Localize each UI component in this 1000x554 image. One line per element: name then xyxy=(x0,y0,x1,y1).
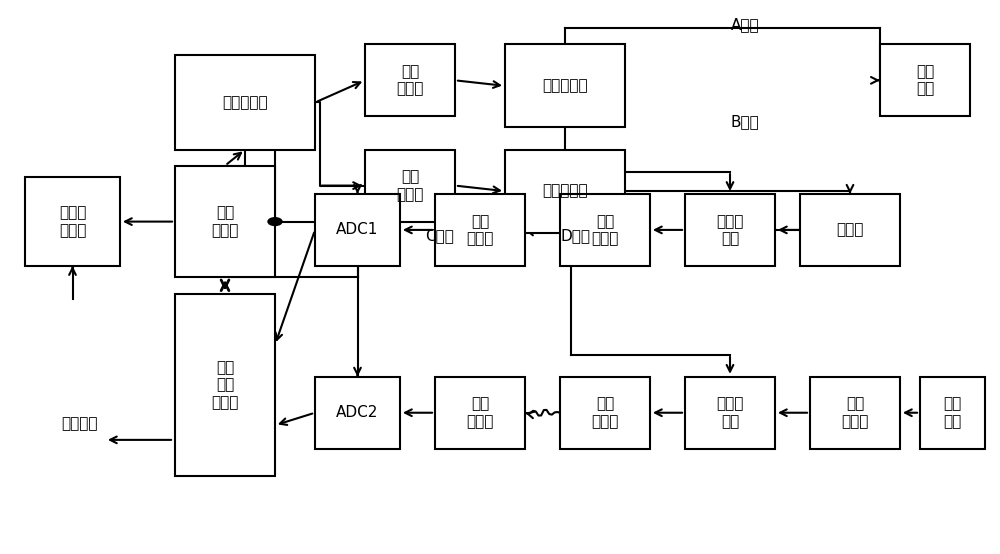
Text: C信号: C信号 xyxy=(426,228,454,243)
Bar xyxy=(315,194,400,266)
Text: 第二混
频器: 第二混 频器 xyxy=(716,397,744,429)
Text: ADC1: ADC1 xyxy=(336,222,379,238)
Bar xyxy=(920,377,985,449)
Bar xyxy=(25,177,120,266)
Bar xyxy=(800,194,900,266)
Text: 第二功分器: 第二功分器 xyxy=(542,183,588,199)
Text: 第二
天线: 第二 天线 xyxy=(943,397,962,429)
Text: 第一通
信模块: 第一通 信模块 xyxy=(59,206,86,238)
Bar xyxy=(365,44,455,116)
Text: 第四
放大器: 第四 放大器 xyxy=(466,397,494,429)
Bar xyxy=(880,44,970,116)
Text: 第一功分器: 第一功分器 xyxy=(542,78,588,94)
Bar xyxy=(435,377,525,449)
Bar xyxy=(175,294,275,476)
Bar xyxy=(685,194,775,266)
Bar xyxy=(685,377,775,449)
Bar xyxy=(560,377,650,449)
Text: 第一
天线: 第一 天线 xyxy=(916,64,934,96)
Text: 频率综合器: 频率综合器 xyxy=(222,95,268,110)
Text: 第一
放大器: 第一 放大器 xyxy=(396,64,424,96)
Bar xyxy=(175,166,275,277)
Text: B信号: B信号 xyxy=(731,114,759,130)
Circle shape xyxy=(268,218,282,225)
Text: 第三
放大器: 第三 放大器 xyxy=(466,214,494,246)
Bar xyxy=(365,150,455,222)
Text: 第五
放大器: 第五 放大器 xyxy=(841,397,869,429)
Bar xyxy=(505,150,625,233)
Text: 位移输出: 位移输出 xyxy=(62,416,98,432)
Text: ADC2: ADC2 xyxy=(336,405,379,420)
Bar xyxy=(315,377,400,449)
Text: 第一
控制器: 第一 控制器 xyxy=(211,206,239,238)
Bar xyxy=(810,377,900,449)
Text: 第二
放大器: 第二 放大器 xyxy=(396,170,424,202)
Text: 数字
信号
处理器: 数字 信号 处理器 xyxy=(211,360,239,410)
Text: 衰减器: 衰减器 xyxy=(836,222,864,238)
Text: 第一
滤波器: 第一 滤波器 xyxy=(591,214,619,246)
Bar xyxy=(175,55,315,150)
Bar xyxy=(560,194,650,266)
Text: 第二
滤波器: 第二 滤波器 xyxy=(591,397,619,429)
Text: A信号: A信号 xyxy=(731,17,759,33)
Bar xyxy=(435,194,525,266)
Text: 第一混
频器: 第一混 频器 xyxy=(716,214,744,246)
Text: D信号: D信号 xyxy=(560,228,590,243)
Bar xyxy=(505,44,625,127)
